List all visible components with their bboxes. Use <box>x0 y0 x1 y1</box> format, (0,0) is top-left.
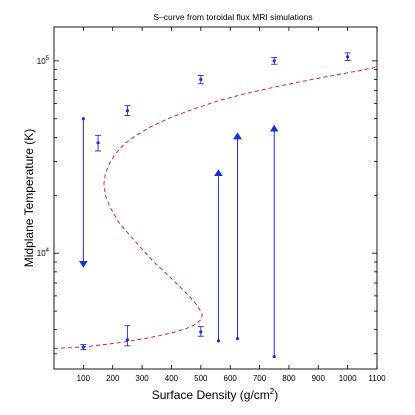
transition-start-point-3 <box>235 336 240 341</box>
measurement-6 <box>197 74 204 85</box>
chart-title: S–curve from toroidal flux MRI simulatio… <box>153 12 312 22</box>
data-point-4 <box>125 109 130 113</box>
plot-frame <box>53 26 378 370</box>
measurement-1 <box>80 344 87 351</box>
x-tick-label-1000: 1000 <box>339 374 357 383</box>
y-axis-label: Midplane Temperature (K) <box>22 129 36 268</box>
transition-start-point-4 <box>272 355 276 359</box>
x-tick-label-400: 400 <box>165 374 179 383</box>
x-axis-label: Surface Density (g/cm2) <box>152 387 279 402</box>
x-tick-label-600: 600 <box>224 374 238 383</box>
transition-start-point-2 <box>216 339 221 343</box>
x-tick-label-300: 300 <box>135 374 149 383</box>
x-tick-label-200: 200 <box>106 374 120 383</box>
measurement-2 <box>95 134 102 152</box>
data-point-1 <box>81 345 85 349</box>
measurement-3 <box>124 325 131 347</box>
measurement-5 <box>197 326 204 337</box>
axis-ticks: 100 200 300 400 500 600 700 800 900 1000 1100 104 10… <box>37 27 386 383</box>
plot-area <box>53 52 378 359</box>
measurement-4 <box>124 105 131 116</box>
data-point-2 <box>96 141 100 145</box>
equilibrium-s-curve <box>53 66 378 349</box>
x-axis-label-close: ) <box>274 388 278 402</box>
data-point-3 <box>125 338 130 342</box>
data-point-7 <box>272 59 276 63</box>
x-tick-label-1100: 1100 <box>368 374 386 383</box>
data-point-6 <box>199 77 203 82</box>
x-axis-label-superscript: 2 <box>270 387 275 396</box>
y-tick-label-4: 104 <box>37 248 50 258</box>
x-tick-label-500: 500 <box>194 374 208 383</box>
x-tick-label-800: 800 <box>282 374 296 383</box>
data-point-5 <box>199 330 203 334</box>
y-tick-label-5: 105 <box>37 56 50 66</box>
x-tick-label-900: 900 <box>312 374 326 383</box>
data-point-8 <box>346 55 350 59</box>
x-tick-label-700: 700 <box>253 374 267 383</box>
x-tick-label-100: 100 <box>77 374 91 383</box>
transition-start-point-1 <box>81 117 85 121</box>
measurement-7 <box>271 57 278 65</box>
measurement-8 <box>344 52 351 61</box>
